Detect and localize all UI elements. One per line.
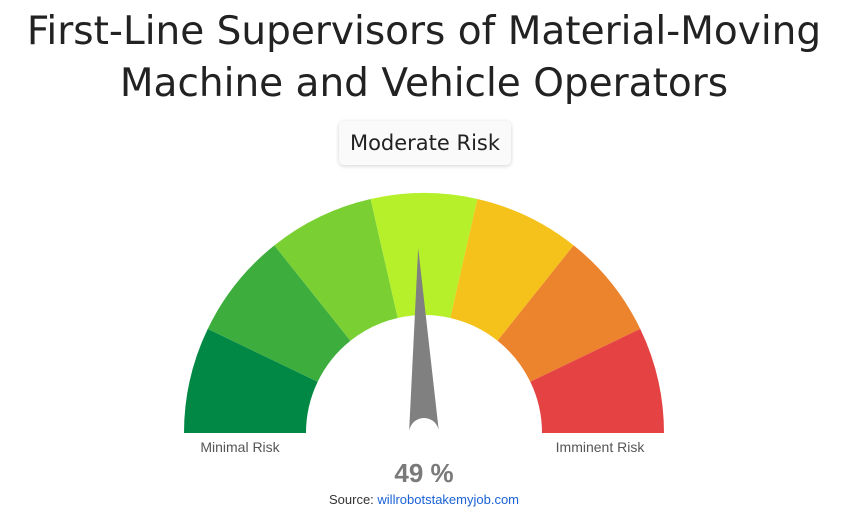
value-label: 49 %	[394, 458, 453, 488]
gauge-band-3	[274, 199, 398, 341]
risk-badge: Moderate Risk	[339, 121, 511, 165]
max-label: Imminent Risk	[556, 439, 646, 455]
source-prefix: Source:	[328, 492, 378, 507]
gauge-band-7	[530, 328, 664, 433]
needle-shape	[408, 248, 439, 434]
gauge-band-2	[207, 245, 351, 382]
page-title: First-Line Supervisors of Material-Movin…	[0, 6, 848, 110]
source-line: Source: willrobotstakemyjob.com	[0, 492, 848, 507]
title-line-1: First-Line Supervisors of Material-Movin…	[26, 9, 822, 54]
title-line-2: Machine and Vehicle Operators	[119, 61, 729, 106]
gauge-needle	[408, 248, 439, 434]
gauge-band-4	[370, 193, 478, 318]
source-link[interactable]: willrobotstakemyjob.com	[377, 492, 520, 507]
gauge-band-6	[497, 245, 641, 382]
gauge-bands	[184, 193, 664, 433]
min-label: Minimal Risk	[200, 439, 280, 455]
gauge-band-1	[184, 328, 318, 433]
gauge-band-5	[450, 199, 574, 341]
